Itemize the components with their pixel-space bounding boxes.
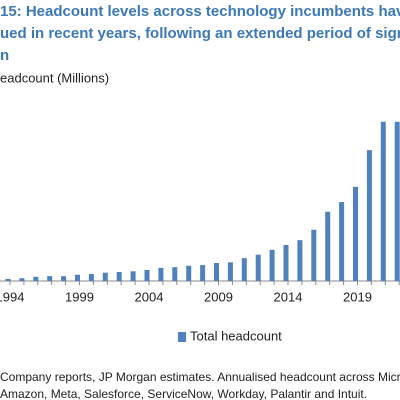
- x-tick-label: 2009: [204, 289, 233, 304]
- bar: [200, 265, 206, 281]
- bar: [241, 258, 247, 281]
- bar: [61, 276, 67, 281]
- bar: [380, 121, 386, 282]
- bar: [227, 262, 233, 281]
- bar: [394, 121, 400, 282]
- bar: [297, 240, 303, 281]
- bar: [33, 276, 39, 281]
- chart-title: n: [0, 47, 9, 64]
- bar: [214, 263, 219, 281]
- x-tick-label: 2014: [274, 289, 303, 304]
- bar: [116, 272, 122, 281]
- x-tick-label: 1999: [65, 289, 94, 304]
- legend-swatch: [178, 332, 186, 342]
- bar: [269, 249, 275, 281]
- source: Amazon, Meta, Salesforce, ServiceNow, Wo…: [0, 387, 367, 400]
- bar: [158, 267, 164, 281]
- bar: [88, 274, 94, 281]
- bar: [5, 278, 11, 281]
- chart-title: 15: Headcount levels across technology i…: [0, 3, 400, 20]
- bar: [102, 272, 108, 281]
- bar: [255, 254, 261, 281]
- x-tick-label: 2019: [343, 289, 372, 304]
- bar: [172, 267, 178, 281]
- x-tick-label: 1994: [0, 289, 24, 304]
- bar: [186, 265, 192, 281]
- bar: [130, 271, 136, 281]
- bar: [144, 269, 150, 281]
- bar: [283, 245, 289, 281]
- source: Company reports, JP Morgan estimates. An…: [0, 370, 400, 384]
- bar: [19, 278, 25, 281]
- x-tick-label: 2004: [135, 289, 164, 304]
- y-axis-label: eadcount (Millions): [0, 70, 109, 85]
- bar: [311, 229, 317, 281]
- bar: [366, 150, 372, 281]
- bar: [353, 186, 358, 281]
- chart-title: ued in recent years, following an extend…: [0, 25, 400, 42]
- legend-label: Total headcount: [190, 328, 282, 343]
- bar: [75, 274, 80, 281]
- bar: [339, 202, 345, 281]
- bar: [47, 276, 53, 281]
- bar: [325, 211, 331, 281]
